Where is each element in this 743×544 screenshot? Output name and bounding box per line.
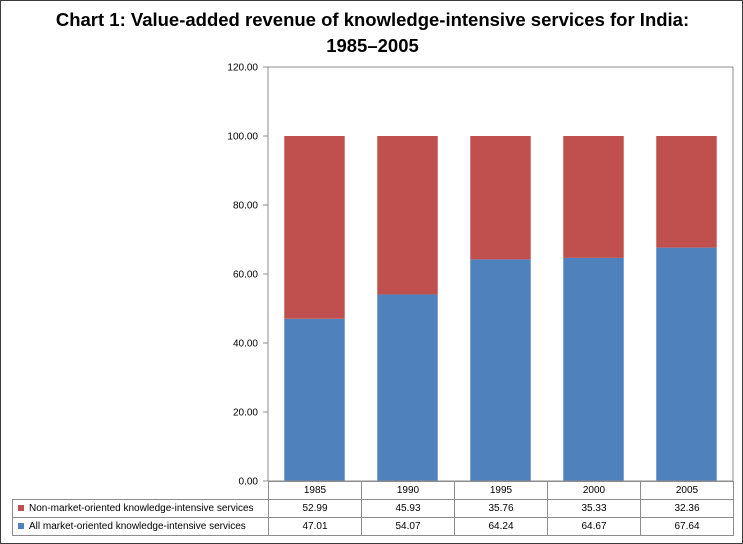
table-category-2000: 2000 [547, 481, 641, 500]
table-category-2005: 2005 [640, 481, 734, 500]
legend-label-market: All market-oriented knowledge-intensive … [29, 521, 246, 532]
legend-swatch-non-market [18, 505, 24, 511]
chart-title: Chart 1: Value-added revenue of knowledg… [1, 7, 743, 59]
legend-swatch-market [18, 523, 24, 529]
bar-non-market-1990 [377, 136, 438, 295]
table-category-1995: 1995 [454, 481, 548, 500]
chart-title-line-1: Chart 1: Value-added revenue of knowledg… [55, 9, 690, 30]
legend-entry-market: All market-oriented knowledge-intensive … [12, 517, 269, 536]
bar-market-2000 [563, 257, 624, 481]
table-value-non-market-1995: 35.76 [454, 499, 548, 518]
bar-non-market-2000 [563, 136, 624, 258]
table-value-non-market-1985: 52.99 [268, 499, 362, 518]
table-value-market-1985: 47.01 [268, 517, 362, 536]
table-header-row: 1985 1990 1995 2000 2005 [12, 481, 734, 500]
bar-market-1985 [284, 318, 345, 481]
bar-non-market-2005 [656, 136, 717, 248]
table-value-market-2005: 67.64 [640, 517, 734, 536]
table-value-market-1995: 64.24 [454, 517, 548, 536]
table-row-non-market: Non-market-oriented knowledge-intensive … [12, 499, 734, 518]
y-tick-label: 120.00 [227, 63, 258, 74]
table-value-non-market-1990: 45.93 [361, 499, 455, 518]
chart-title-line-2: 1985–2005 [326, 35, 419, 56]
table-category-1985: 1985 [268, 481, 362, 500]
bar-market-1995 [470, 259, 531, 481]
bar-market-1990 [377, 294, 438, 481]
bar-non-market-1995 [470, 136, 531, 260]
table-value-non-market-2000: 35.33 [547, 499, 641, 518]
legend-entry-non-market: Non-market-oriented knowledge-intensive … [12, 499, 269, 518]
table-value-market-2000: 64.67 [547, 517, 641, 536]
table-value-market-1990: 54.07 [361, 517, 455, 536]
table-category-1990: 1990 [361, 481, 455, 500]
bar-market-2005 [656, 247, 717, 481]
table-row-market: All market-oriented knowledge-intensive … [12, 517, 734, 536]
table-corner-cell [12, 481, 269, 500]
y-tick-label: 20.00 [233, 408, 258, 419]
data-table: 1985 1990 1995 2000 2005 Non-market-orie… [12, 481, 734, 536]
y-tick-label: 60.00 [233, 270, 258, 281]
y-tick-label: 40.00 [233, 339, 258, 350]
y-tick-label: 80.00 [233, 201, 258, 212]
bar-non-market-1985 [284, 136, 345, 319]
legend-label-non-market: Non-market-oriented knowledge-intensive … [29, 503, 254, 514]
y-tick-label: 100.00 [227, 132, 258, 143]
table-value-non-market-2005: 32.36 [640, 499, 734, 518]
